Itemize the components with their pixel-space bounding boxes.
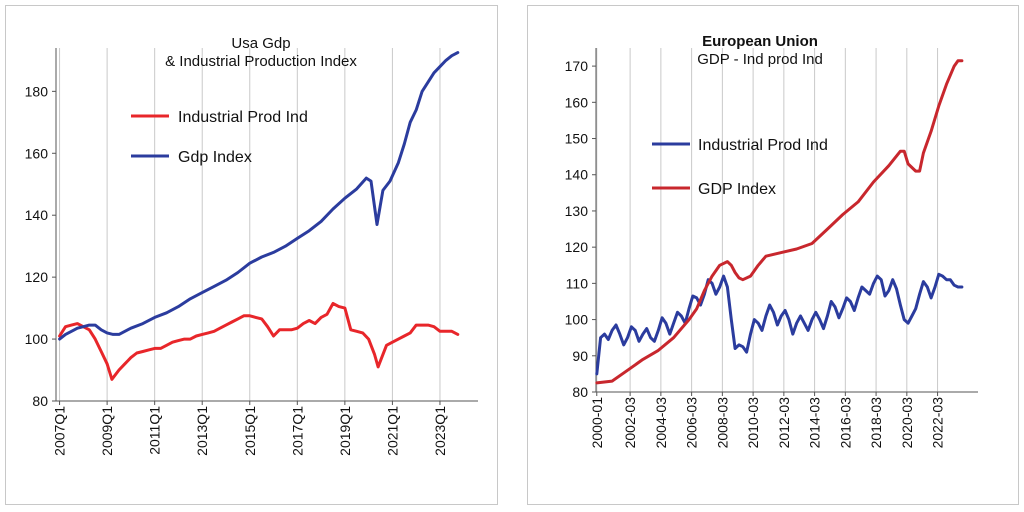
eu-chart-panel: 2000-01 2002-03 2004-03 2006-03 2008-03 2010-… xyxy=(527,5,1019,505)
eu-y-tick-label-2: 100 xyxy=(565,312,589,328)
eu-x-tick-label-11: 2022-03 xyxy=(930,397,946,449)
eu-y-tick-label-7: 150 xyxy=(565,131,589,147)
usa-series-line-0 xyxy=(58,302,460,381)
usa-chart-title: Usa Gdp xyxy=(231,35,290,52)
usa-y-tick-label-0: 80 xyxy=(32,393,48,409)
eu-x-tick-label-1: 2002-03 xyxy=(622,397,638,449)
eu-y-tick-label-1: 90 xyxy=(572,348,588,364)
eu-legend-label-1: GDP Index xyxy=(698,181,776,198)
eu-x-tick-label-0: 2000-01 xyxy=(589,397,605,449)
eu-x-tick-label-3: 2006-03 xyxy=(684,397,700,449)
usa-y-tick-label-5: 180 xyxy=(25,83,49,99)
eu-x-tick-label-5: 2010-03 xyxy=(745,397,761,449)
eu-chart: 2000-01 2002-03 2004-03 2006-03 2008-03 2010-… xyxy=(565,33,978,449)
usa-x-tick-label-0: 2007Q1 xyxy=(52,406,68,456)
usa-y-tick-label-4: 160 xyxy=(25,145,49,161)
eu-x-tick-label-7: 2014-03 xyxy=(807,397,823,449)
usa-x-tick-label-3: 2013Q1 xyxy=(194,406,210,456)
eu-x-tick-label-8: 2016-03 xyxy=(837,397,853,449)
usa-x-tick-label-6: 2019Q1 xyxy=(337,406,353,456)
usa-chart-panel: 2007Q1 2009Q1 2011Q1 2013Q1 2015Q1 2017Q1 2019… xyxy=(5,5,498,505)
usa-legend-label-0: Industrial Prod Ind xyxy=(178,109,308,126)
eu-y-tick-label-6: 140 xyxy=(565,167,589,183)
eu-legend-label-0: Industrial Prod Ind xyxy=(698,137,828,154)
usa-y-tick-label-2: 120 xyxy=(25,269,49,285)
usa-x-tick-label-4: 2015Q1 xyxy=(242,406,258,456)
eu-y-tick-label-0: 80 xyxy=(572,384,588,400)
usa-y-tick-label-1: 100 xyxy=(25,331,49,347)
eu-chart-title: European Union xyxy=(702,33,818,50)
usa-x-tick-label-8: 2023Q1 xyxy=(432,406,448,456)
usa-x-tick-label-5: 2017Q1 xyxy=(289,406,305,456)
eu-series-line-1 xyxy=(595,59,964,385)
eu-x-tick-label-9: 2018-03 xyxy=(868,397,884,449)
eu-x-tick-label-4: 2008-03 xyxy=(714,397,730,449)
eu-chart-subtitle: GDP - Ind prod Ind xyxy=(697,51,823,68)
eu-y-tick-label-5: 130 xyxy=(565,203,589,219)
usa-x-tick-label-7: 2021Q1 xyxy=(384,406,400,456)
usa-chart-subtitle: & Industrial Production Index xyxy=(165,53,357,70)
eu-x-tick-label-10: 2020-03 xyxy=(899,397,915,449)
eu-y-tick-label-3: 110 xyxy=(566,275,589,291)
eu-series-line-0 xyxy=(595,272,964,376)
usa-chart: 2007Q1 2009Q1 2011Q1 2013Q1 2015Q1 2017Q1 2019… xyxy=(25,35,478,456)
eu-x-tick-label-6: 2012-03 xyxy=(776,397,792,449)
usa-legend-label-1: Gdp Index xyxy=(178,149,252,166)
usa-series-line-1 xyxy=(58,51,460,341)
usa-y-tick-label-3: 140 xyxy=(25,207,49,223)
eu-y-tick-label-8: 160 xyxy=(565,94,589,110)
eu-y-tick-label-4: 120 xyxy=(565,239,589,255)
usa-x-tick-label-2: 2011Q1 xyxy=(147,406,163,455)
eu-x-tick-label-2: 2004-03 xyxy=(653,397,669,449)
eu-y-tick-label-9: 170 xyxy=(565,58,589,74)
usa-x-tick-label-1: 2009Q1 xyxy=(99,406,115,456)
